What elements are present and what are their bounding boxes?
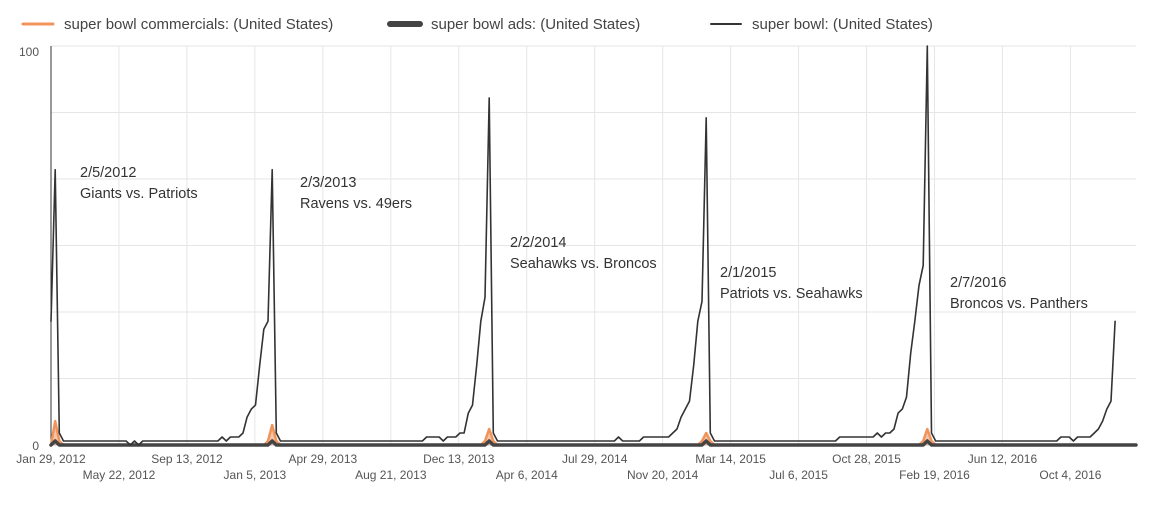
x-tick-label: Sep 13, 2012 xyxy=(151,452,223,466)
x-tick-label: Jul 29, 2014 xyxy=(562,452,628,466)
series-line-super-bowl xyxy=(50,45,1116,446)
annotation-matchup: Broncos vs. Panthers xyxy=(950,296,1088,312)
gridlines xyxy=(50,45,1136,446)
x-tick-label: Jun 12, 2016 xyxy=(968,452,1038,466)
series-line-super-bowl-ads xyxy=(49,439,1138,447)
y-tick-label: 100 xyxy=(19,45,39,59)
x-tick-label: May 22, 2012 xyxy=(83,468,156,482)
x-tick-label: Dec 13, 2013 xyxy=(423,452,495,466)
annotation-date: 2/2/2014 xyxy=(510,235,566,251)
annotation-matchup: Ravens vs. 49ers xyxy=(300,196,412,212)
x-tick-label: Jan 5, 2013 xyxy=(224,468,287,482)
x-tick-label: Feb 19, 2016 xyxy=(899,468,970,482)
x-tick-label: Aug 21, 2013 xyxy=(355,468,427,482)
x-tick-label: Apr 29, 2013 xyxy=(288,452,357,466)
x-tick-label: Mar 14, 2015 xyxy=(695,452,766,466)
annotation-date: 2/3/2013 xyxy=(300,175,356,191)
annotation-matchup: Patriots vs. Seahawks xyxy=(720,286,863,302)
legend: super bowl commercials: (United States) s… xyxy=(21,16,933,33)
annotation-date: 2/5/2012 xyxy=(80,165,136,181)
y-tick-label: 0 xyxy=(32,439,39,453)
annotation-date: 2/7/2016 xyxy=(950,275,1006,291)
legend-label: super bowl: (United States) xyxy=(752,16,933,33)
legend-label: super bowl commercials: (United States) xyxy=(64,16,333,33)
x-tick-label: Jan 29, 2012 xyxy=(16,452,86,466)
legend-label: super bowl ads: (United States) xyxy=(431,16,640,33)
x-tick-label: Jul 6, 2015 xyxy=(769,468,828,482)
x-tick-label: Nov 20, 2014 xyxy=(627,468,699,482)
x-tick-label: Oct 4, 2016 xyxy=(1039,468,1101,482)
annotations: 2/5/2012 Giants vs. Patriots 2/3/2013 Raven… xyxy=(80,165,1088,312)
annotation-matchup: Giants vs. Patriots xyxy=(80,186,198,202)
annotation-matchup: Seahawks vs. Broncos xyxy=(510,256,657,272)
series-lines xyxy=(49,45,1138,447)
x-tick-label: Apr 6, 2014 xyxy=(496,468,558,482)
annotation-date: 2/1/2015 xyxy=(720,265,776,281)
x-tick-label: Oct 28, 2015 xyxy=(832,452,901,466)
